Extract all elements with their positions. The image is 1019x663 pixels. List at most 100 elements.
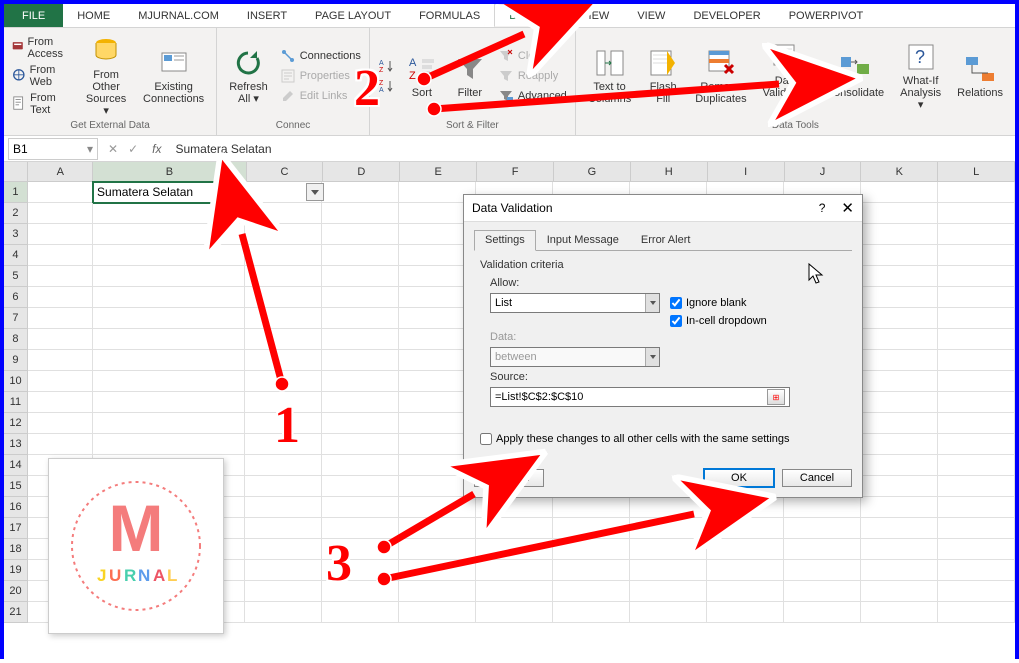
cell[interactable]	[938, 497, 1015, 518]
row-header[interactable]: 19	[4, 560, 28, 581]
tab-powerpivot[interactable]: POWERPIVOT	[775, 4, 878, 27]
cell[interactable]	[630, 518, 707, 539]
cell[interactable]	[938, 308, 1015, 329]
cell[interactable]	[938, 329, 1015, 350]
cell[interactable]	[553, 539, 630, 560]
cell[interactable]	[322, 497, 399, 518]
cell[interactable]	[245, 602, 322, 623]
col-header-D[interactable]: D	[323, 162, 400, 182]
cell[interactable]	[861, 287, 938, 308]
cell[interactable]	[938, 518, 1015, 539]
cell[interactable]	[707, 602, 784, 623]
cell[interactable]	[245, 224, 322, 245]
existing-conn-button[interactable]: ExistingConnections	[137, 32, 210, 119]
cell[interactable]	[28, 182, 93, 203]
cell[interactable]	[322, 203, 399, 224]
cell[interactable]	[630, 497, 707, 518]
dialog-help-icon[interactable]: ?	[819, 201, 826, 215]
cell[interactable]	[784, 560, 861, 581]
tab-developer[interactable]: DEVELOPER	[679, 4, 774, 27]
col-header-A[interactable]: A	[28, 162, 93, 182]
cell[interactable]	[784, 497, 861, 518]
cell[interactable]	[399, 497, 476, 518]
range-select-icon[interactable]: ⊞	[767, 389, 785, 405]
cell[interactable]	[861, 266, 938, 287]
enter-icon[interactable]: ✓	[128, 142, 138, 156]
cell[interactable]	[476, 581, 553, 602]
refresh-all-button[interactable]: RefreshAll ▾	[223, 32, 274, 119]
cell[interactable]	[28, 287, 93, 308]
fx-icon[interactable]: fx	[144, 142, 169, 156]
row-header[interactable]: 18	[4, 539, 28, 560]
cell[interactable]	[938, 434, 1015, 455]
flash-fill-button[interactable]: FlashFill	[641, 32, 685, 119]
cell[interactable]	[245, 308, 322, 329]
tab-mjurnal[interactable]: MJURNAL.COM	[124, 4, 233, 27]
connections-button[interactable]: Connections	[278, 47, 363, 65]
cell[interactable]	[861, 434, 938, 455]
cell[interactable]	[245, 518, 322, 539]
row-header[interactable]: 1	[4, 182, 28, 203]
from-text-button[interactable]: From Text	[10, 91, 75, 117]
cell[interactable]	[322, 266, 399, 287]
cell[interactable]	[861, 602, 938, 623]
clear-all-button[interactable]: Clear All	[474, 469, 544, 487]
row-header[interactable]: 13	[4, 434, 28, 455]
cell[interactable]	[938, 455, 1015, 476]
col-header-C[interactable]: C	[247, 162, 324, 182]
cell[interactable]	[861, 224, 938, 245]
cell[interactable]	[861, 350, 938, 371]
row-header[interactable]: 5	[4, 266, 28, 287]
whatif-button[interactable]: ? What-IfAnalysis ▾	[894, 32, 947, 119]
properties-button[interactable]: Properties	[278, 67, 363, 85]
cell[interactable]	[93, 203, 245, 224]
apply-same-check[interactable]: Apply these changes to all other cells w…	[480, 433, 846, 445]
cell[interactable]	[245, 329, 322, 350]
cell[interactable]	[938, 539, 1015, 560]
cell[interactable]	[861, 329, 938, 350]
cell[interactable]	[28, 266, 93, 287]
data-validation-button[interactable]: DataValidation ▾	[757, 32, 817, 119]
cell[interactable]	[93, 308, 245, 329]
cell[interactable]	[938, 245, 1015, 266]
formula-input[interactable]: Sumatera Selatan	[169, 142, 1015, 156]
cell[interactable]	[707, 581, 784, 602]
col-header-E[interactable]: E	[400, 162, 477, 182]
cell[interactable]	[861, 245, 938, 266]
row-header[interactable]: 3	[4, 224, 28, 245]
row-header[interactable]: 10	[4, 371, 28, 392]
cell[interactable]	[245, 497, 322, 518]
cell[interactable]	[93, 413, 245, 434]
col-header-J[interactable]: J	[785, 162, 862, 182]
cell[interactable]	[322, 350, 399, 371]
cell[interactable]: Sumatera Selatan	[93, 182, 245, 203]
col-header-B[interactable]: B	[93, 162, 246, 182]
cell[interactable]	[938, 371, 1015, 392]
tab-review[interactable]: REVIEW	[552, 4, 623, 27]
cell[interactable]	[861, 518, 938, 539]
tab-view[interactable]: VIEW	[623, 4, 679, 27]
row-header[interactable]: 8	[4, 329, 28, 350]
cancel-icon[interactable]: ✕	[108, 142, 118, 156]
cell[interactable]	[861, 497, 938, 518]
col-header-I[interactable]: I	[708, 162, 785, 182]
row-header[interactable]: 7	[4, 308, 28, 329]
cell[interactable]	[93, 266, 245, 287]
ignore-blank-checkbox[interactable]	[670, 297, 682, 309]
cell[interactable]	[476, 539, 553, 560]
cell[interactable]	[707, 539, 784, 560]
cell[interactable]	[861, 455, 938, 476]
cell[interactable]	[938, 266, 1015, 287]
cell[interactable]	[553, 497, 630, 518]
cell[interactable]	[322, 413, 399, 434]
cell[interactable]	[399, 518, 476, 539]
dialog-close-icon[interactable]: ✕	[841, 199, 854, 217]
cell[interactable]	[28, 371, 93, 392]
cell[interactable]	[245, 581, 322, 602]
text-to-columns-button[interactable]: Text toColumns	[582, 32, 637, 119]
advanced-button[interactable]: Advanced	[496, 87, 569, 105]
relations-button[interactable]: Relations	[951, 32, 1009, 119]
cell[interactable]	[707, 497, 784, 518]
cell[interactable]	[399, 581, 476, 602]
row-header[interactable]: 17	[4, 518, 28, 539]
